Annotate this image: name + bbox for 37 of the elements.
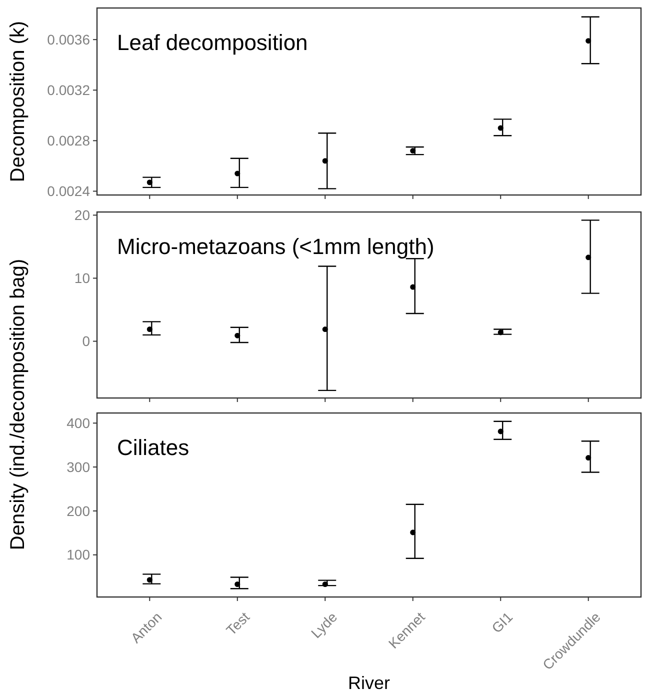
y-tick-label: 0.0028 [47,132,90,149]
point [498,330,504,336]
y-axis-title: Decomposition (k) [7,20,29,182]
y-tick-label: 400 [66,415,90,431]
point [322,582,328,588]
point [234,582,240,588]
y-tick-label: 300 [66,458,90,475]
y-tick-label: 10 [74,270,90,286]
point [586,455,592,461]
point [498,125,504,131]
y-tick-label: 20 [74,207,90,224]
point [498,428,504,434]
y-tick-label: 0.0036 [47,31,90,48]
y-tick-label: 200 [66,502,90,519]
point [322,158,328,164]
text: Micro-metazoans (<1mm length) [117,234,434,259]
point [586,38,592,44]
point [410,148,416,154]
x-axis-title: River [348,673,390,693]
point [410,530,416,536]
text: Ciliates [117,435,190,460]
point [146,577,152,583]
point [146,180,152,186]
point [410,284,416,290]
point [234,170,240,176]
point [586,254,592,260]
text: Leaf decomposition [117,30,308,55]
x-tick-label: GI1 [488,608,516,636]
y-tick-label: 100 [66,546,90,563]
y-tick-label: 0.0024 [47,183,90,200]
point [234,332,240,338]
y-axis-title: Density (ind./decomposition bag) [7,258,29,550]
y-tick-label: 0 [82,333,90,350]
point [146,326,152,332]
y-tick-label: 0.0032 [47,82,90,98]
point [322,326,328,332]
x-tick-label: Test [222,608,253,638]
